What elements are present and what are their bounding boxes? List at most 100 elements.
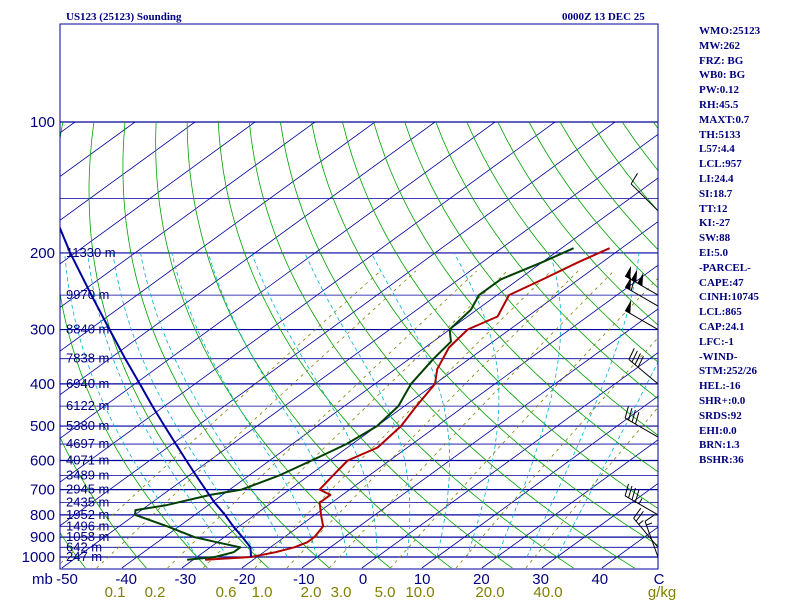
isotherm-line xyxy=(60,121,376,352)
mixing-ratio-line xyxy=(328,270,615,569)
index-item: -PARCEL- xyxy=(699,261,751,274)
index-item: LFC:-1 xyxy=(699,335,734,348)
dewpoint-profile xyxy=(134,247,575,561)
moist-adiabat-line xyxy=(526,252,640,558)
plot-frame xyxy=(59,23,659,570)
stability-indices-panel: WMO:25123 MW:262 FRZ: BG WB0: BG PW:0.12 RH:4… xyxy=(699,24,799,468)
index-item: STM:252/26 xyxy=(699,365,758,378)
wind-barb xyxy=(644,513,659,558)
height-label: 1952 m xyxy=(66,507,109,522)
index-item: FRZ: BG xyxy=(699,54,744,67)
wind-barb xyxy=(624,300,659,330)
dry-adiabat-line xyxy=(342,121,658,509)
temperature-tick-label: -30 xyxy=(175,571,197,588)
index-item: EI:5.0 xyxy=(699,246,729,259)
mixing-ratio-tick-label: 20.0 xyxy=(475,584,504,600)
wind-barbs xyxy=(624,173,659,558)
dry-adiabat-line xyxy=(217,121,513,569)
height-label: 8840 m xyxy=(66,322,109,337)
dry-adiabat-line xyxy=(435,121,658,400)
isotherm-line xyxy=(301,308,658,569)
index-item: TH:5133 xyxy=(699,128,741,141)
height-label: 4071 m xyxy=(66,452,109,467)
mixing-ratio-tick-label: 3.0 xyxy=(331,584,352,600)
temperature-tick-label: C xyxy=(654,571,665,588)
temperature-tick-label: 40 xyxy=(591,571,608,588)
mixing-ratio-tick-label: g/kg xyxy=(648,584,676,600)
mixing-ratio-tick-label: 2.0 xyxy=(301,584,322,600)
mixing-ratio-line xyxy=(254,270,552,569)
dry-adiabat-line xyxy=(404,121,658,436)
index-item: PW:0.12 xyxy=(699,84,740,97)
dry-adiabat-line xyxy=(155,121,391,569)
pressure-tick-label: 900 xyxy=(30,529,55,546)
height-label: 5380 m xyxy=(66,418,109,433)
index-item: BRN:1.3 xyxy=(699,439,740,452)
index-item: TT:12 xyxy=(699,202,728,215)
isotherm-line xyxy=(481,439,658,569)
isotherm-line xyxy=(61,133,658,569)
temperature-tick-label: 30 xyxy=(532,571,549,588)
pressure-tick-label: 400 xyxy=(30,376,55,393)
index-item: -WIND- xyxy=(699,350,738,363)
temperature-tick-label: -10 xyxy=(293,571,315,588)
temperature-tick-label: -20 xyxy=(234,571,256,588)
diagram-grid xyxy=(60,121,658,569)
chart-title: US123 (25123) Sounding xyxy=(66,11,182,23)
mixing-ratio-tick-label: 40.0 xyxy=(533,584,562,600)
moist-adiabat-line xyxy=(453,252,500,558)
index-item: CAPE:47 xyxy=(699,276,744,289)
index-item: HEL:-16 xyxy=(699,380,741,393)
height-label: 3489 m xyxy=(66,468,109,483)
index-item: BSHR:36 xyxy=(699,454,744,467)
temperature-tick-label: 10 xyxy=(414,571,431,588)
moist-adiabat-line xyxy=(207,252,348,558)
index-item: LCL:865 xyxy=(699,306,742,319)
index-item: SW:88 xyxy=(699,232,731,245)
moist-adiabat-line xyxy=(140,252,288,558)
wind-barb xyxy=(624,276,659,307)
pressure-tick-label: 700 xyxy=(30,482,55,499)
index-item: WB0: BG xyxy=(699,69,746,82)
isotherm-line xyxy=(241,264,658,569)
mixing-ratio-line xyxy=(203,270,508,569)
moist-adiabat-line xyxy=(496,252,562,558)
height-label: 4697 m xyxy=(66,436,109,451)
mixing-ratio-line xyxy=(455,337,658,569)
moist-adiabat-line xyxy=(304,252,411,558)
mixing-ratio-tick-label: 5.0 xyxy=(375,584,396,600)
index-item: LCL:957 xyxy=(699,158,742,171)
dry-adiabat-line xyxy=(466,121,658,363)
wind-barb xyxy=(633,507,659,548)
moist-adiabat-line xyxy=(112,252,258,558)
dry-adiabat-line xyxy=(60,532,86,569)
dry-adiabat-line xyxy=(88,121,269,569)
isotherm-line xyxy=(60,121,316,308)
dry-adiabat-line xyxy=(60,121,208,569)
mixing-ratio-line xyxy=(60,270,381,565)
height-label: 7838 m xyxy=(66,351,109,366)
parcel-profile xyxy=(60,225,252,558)
pressure-tick-label: 200 xyxy=(30,245,55,262)
chart-subtitle: 0000Z 13 DEC 25 xyxy=(562,11,645,23)
pressure-tick-label: 500 xyxy=(30,418,55,435)
mixing-ratio-line xyxy=(390,277,658,569)
index-item: RH:45.5 xyxy=(699,98,739,111)
height-label: 2945 m xyxy=(66,482,109,497)
mixing-ratio-tick-label: 1.0 xyxy=(252,584,273,600)
index-item: MW:262 xyxy=(699,39,740,52)
index-item: WMO:25123 xyxy=(699,25,761,37)
moist-adiabat-line xyxy=(251,252,378,557)
index-item: MAXT:0.7 xyxy=(699,113,750,126)
moist-adiabat-line xyxy=(64,252,198,558)
mixing-ratio-tick-label: 0.6 xyxy=(216,584,237,600)
dry-adiabat-line xyxy=(122,121,330,569)
height-label: 6940 m xyxy=(66,376,109,391)
temperature-profile xyxy=(205,247,611,561)
isotherm-line xyxy=(60,121,556,483)
index-item: SI:18.7 xyxy=(699,187,733,200)
wind-barb xyxy=(624,406,659,438)
